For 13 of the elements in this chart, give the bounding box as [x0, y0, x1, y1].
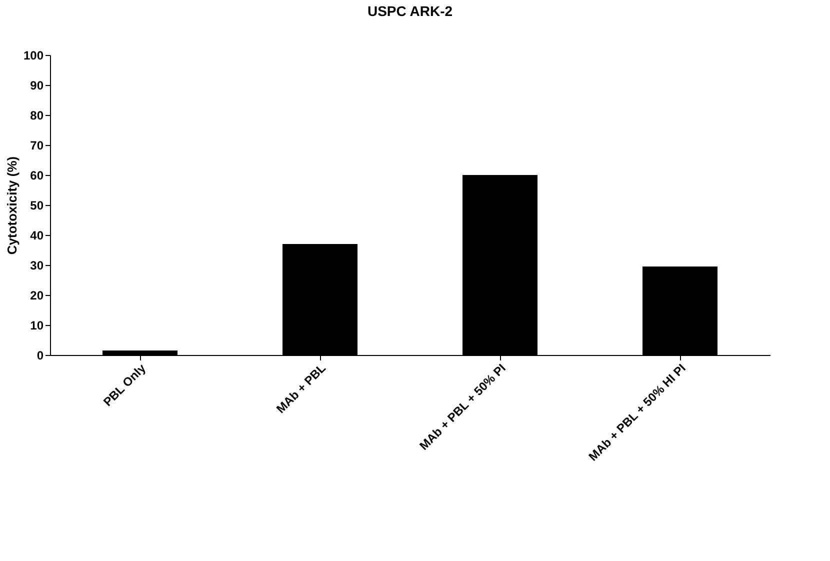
y-tick-label: 30: [30, 258, 44, 272]
y-tick-label: 60: [30, 168, 44, 182]
y-tick-label: 100: [23, 48, 44, 62]
y-axis-title: Cytotoxicity (%): [4, 156, 20, 255]
y-tick-label: 20: [30, 288, 44, 302]
y-tick-label: 50: [30, 198, 44, 212]
y-tick-label: 10: [30, 318, 44, 332]
y-tick-label: 70: [30, 138, 44, 152]
y-tick-label: 0: [36, 348, 44, 362]
y-tick-label: 40: [30, 228, 44, 242]
chart-title: USPC ARK-2: [367, 3, 453, 19]
y-tick-label: 90: [30, 78, 44, 92]
y-tick-label: 80: [30, 108, 44, 122]
